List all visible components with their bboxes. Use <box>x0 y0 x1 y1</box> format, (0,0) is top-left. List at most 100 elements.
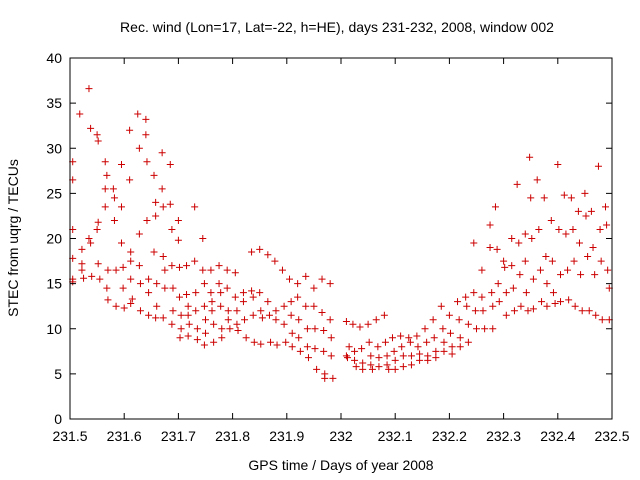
data-point <box>543 302 551 310</box>
data-point <box>416 356 424 364</box>
x-tick-label: 231.8 <box>215 428 250 444</box>
data-point <box>364 320 372 328</box>
data-point <box>150 248 158 256</box>
data-point <box>192 289 200 297</box>
data-point <box>358 345 366 353</box>
data-point <box>87 239 95 247</box>
data-point <box>184 302 192 310</box>
data-point <box>500 257 508 265</box>
y-tick-label: 30 <box>46 140 62 156</box>
data-point <box>153 280 161 288</box>
data-point <box>406 338 414 346</box>
data-point <box>184 311 192 319</box>
x-tick-label: 232.3 <box>486 428 521 444</box>
data-point <box>183 290 191 298</box>
data-point <box>407 352 415 360</box>
data-point <box>440 338 448 346</box>
x-tick-label: 231.7 <box>161 428 196 444</box>
data-point <box>207 289 215 297</box>
data-point <box>119 284 127 292</box>
data-point <box>478 293 486 301</box>
data-point <box>117 160 125 168</box>
data-point <box>239 289 247 297</box>
data-point <box>365 338 373 346</box>
data-point <box>407 361 415 369</box>
data-point <box>577 271 585 279</box>
data-point <box>150 171 158 179</box>
data-point <box>516 271 524 279</box>
data-point <box>286 275 294 283</box>
data-point <box>223 284 231 292</box>
data-point <box>493 245 501 253</box>
data-point <box>168 225 176 233</box>
data-point <box>535 225 543 233</box>
data-point <box>326 316 334 324</box>
data-point <box>295 334 303 342</box>
data-point <box>304 354 312 362</box>
data-point <box>303 325 311 333</box>
data-point <box>381 338 389 346</box>
data-point <box>479 307 487 315</box>
data-point <box>578 307 586 315</box>
data-point <box>272 307 280 315</box>
data-point <box>257 340 265 348</box>
data-point <box>117 239 125 247</box>
data-point <box>208 298 216 306</box>
data-point <box>127 275 135 283</box>
data-point <box>326 280 334 288</box>
ticks: 231.5 231.6 231.7 231.8 231.9 232 232.1 232.2 23… <box>46 50 629 444</box>
data-point <box>494 280 502 288</box>
data-point <box>143 216 151 224</box>
data-point <box>96 275 104 283</box>
data-point <box>454 298 462 306</box>
data-point <box>223 266 231 274</box>
data-point <box>110 194 118 202</box>
data-point <box>375 354 383 362</box>
data-point <box>367 352 375 360</box>
data-point <box>311 345 319 353</box>
data-point <box>248 248 256 256</box>
data-point <box>455 316 463 324</box>
x-tick-label: 231.9 <box>269 428 304 444</box>
data-point <box>318 275 326 283</box>
data-point <box>538 298 546 306</box>
data-point <box>239 298 247 306</box>
y-tick-label: 40 <box>46 50 62 66</box>
data-point <box>109 185 117 193</box>
data-point <box>199 266 207 274</box>
data-point <box>202 316 209 324</box>
y-tick-label: 20 <box>46 231 62 247</box>
data-point <box>249 311 257 319</box>
data-point <box>603 221 611 229</box>
y-tick-label: 5 <box>54 366 62 382</box>
data-point <box>446 329 454 337</box>
data-point <box>85 85 93 93</box>
data-point <box>596 225 604 233</box>
data-point <box>462 293 470 301</box>
data-point <box>380 311 388 319</box>
data-point <box>489 302 497 310</box>
data-point <box>560 191 568 199</box>
data-point <box>184 332 192 340</box>
data-point <box>567 194 575 202</box>
data-point <box>271 257 279 265</box>
data-point <box>101 158 109 166</box>
data-point <box>199 235 207 242</box>
data-point <box>159 314 167 322</box>
x-tick-label: 232.4 <box>540 428 575 444</box>
data-point <box>342 318 350 326</box>
data-point <box>85 235 93 242</box>
data-point <box>385 365 393 373</box>
data-point <box>313 365 321 373</box>
data-point <box>280 320 288 328</box>
data-point <box>168 320 176 328</box>
data-point <box>272 316 280 324</box>
data-point <box>329 374 337 382</box>
data-point <box>351 347 359 355</box>
data-point <box>193 325 201 333</box>
data-point <box>601 203 609 211</box>
data-point <box>76 110 84 118</box>
data-point <box>217 289 225 297</box>
data-point <box>594 162 602 170</box>
